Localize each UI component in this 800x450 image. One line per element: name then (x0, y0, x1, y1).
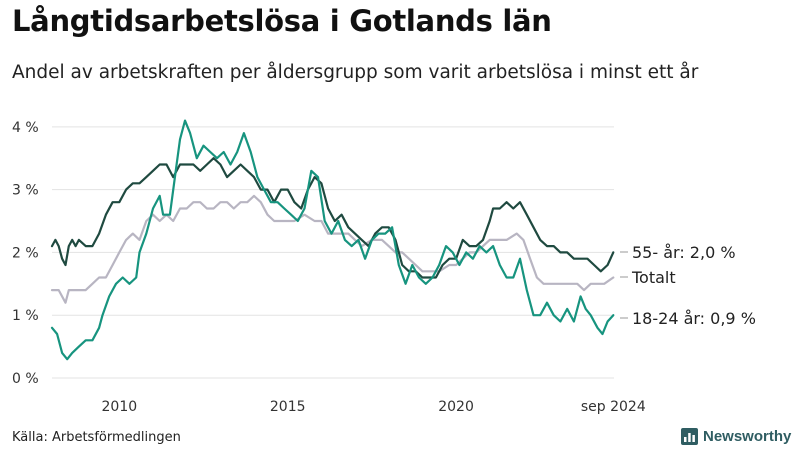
y-tick-label: 1 % (12, 308, 39, 324)
brand-logo[interactable]: Newsworthy (681, 428, 791, 445)
bar-chart-icon (681, 428, 698, 445)
x-tick-label: 2020 (438, 399, 474, 415)
source-note: Källa: Arbetsförmedlingen (12, 430, 181, 445)
series-label: 18-24 år: 0,9 % (632, 309, 756, 328)
series-line-2 (50, 119, 615, 361)
series-line-0 (50, 194, 615, 304)
y-tick-label: 3 % (12, 183, 39, 199)
chart-title: Långtidsarbetslösa i Gotlands län (12, 4, 552, 38)
x-tick-label: 2015 (270, 399, 306, 415)
series-line-1 (50, 157, 615, 279)
series-label: 55- år: 2,0 % (632, 243, 736, 262)
chart-subtitle: Andel av arbetskraften per åldersgrupp s… (12, 62, 699, 83)
x-tick-label: 2010 (102, 399, 138, 415)
y-tick-label: 2 % (12, 245, 39, 261)
brand-name: Newsworthy (703, 428, 792, 445)
series-label: Totalt (631, 268, 676, 287)
x-tick-label: sep 2024 (581, 399, 646, 415)
y-tick-label: 4 % (12, 120, 39, 136)
y-tick-label: 0 % (12, 371, 39, 387)
